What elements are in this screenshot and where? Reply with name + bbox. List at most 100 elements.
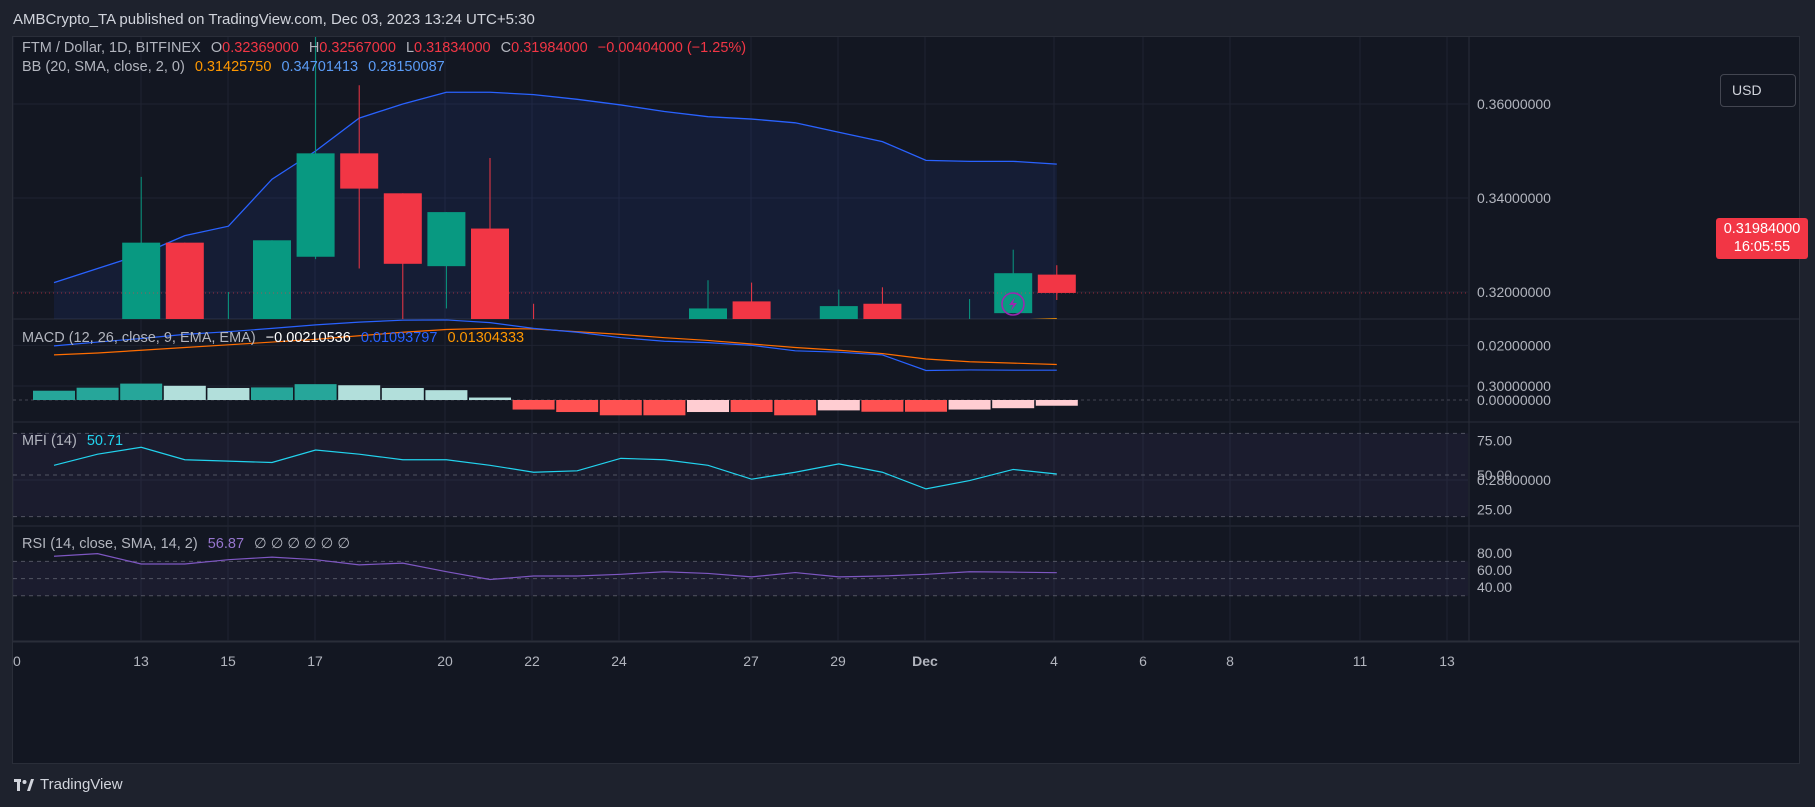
high-label: H xyxy=(308,40,320,56)
candle xyxy=(383,193,422,319)
rsi-legend[interactable]: RSI (14, close, SMA, 14, 2) 56.87 ∅ ∅ ∅ … xyxy=(22,536,356,552)
candle xyxy=(427,212,466,309)
candle xyxy=(227,292,229,319)
lightning-icon-bolt xyxy=(1009,297,1017,311)
candle xyxy=(79,334,117,433)
low-value: 0.31834000 xyxy=(414,40,491,56)
candle-body xyxy=(732,301,771,319)
macd-line xyxy=(53,319,1057,372)
symbol-name: FTM / Dollar, 1D, BITFINEX xyxy=(22,40,201,56)
macd-histogram-bar xyxy=(599,400,642,416)
candle xyxy=(689,280,727,319)
time-tick-label: 13 xyxy=(133,653,149,669)
currency-button[interactable]: USD xyxy=(1720,74,1796,107)
macd-histogram-bar xyxy=(76,387,119,400)
rsi-tick-label: 60.00 xyxy=(1477,562,1512,578)
price-pane-content xyxy=(53,37,1076,433)
macd-histogram-bar xyxy=(1035,400,1078,406)
macd-histogram-bar xyxy=(730,400,773,413)
time-tick-label: 8 xyxy=(1226,653,1234,669)
mfi-tick-label: 25.00 xyxy=(1477,502,1512,518)
bb-upper-value: 0.34701413 xyxy=(281,59,359,75)
macd-histogram-bar xyxy=(163,385,206,400)
candle xyxy=(253,240,291,319)
time-tick-label: 22 xyxy=(524,653,540,669)
candle-body xyxy=(165,242,204,319)
candle xyxy=(165,242,204,319)
time-tick-label: 13 xyxy=(1439,653,1455,669)
candle xyxy=(645,351,683,403)
price-tick-label: 0.28000000 xyxy=(1477,472,1551,488)
macd-histogram-bar xyxy=(556,400,599,413)
price-tick-label: 0.32000000 xyxy=(1477,284,1551,300)
rsi-tick-label: 80.00 xyxy=(1477,545,1512,561)
bb-label: BB (20, SMA, close, 2, 0) xyxy=(22,59,185,75)
bb-upper-line xyxy=(53,91,1057,284)
candle-body xyxy=(427,212,466,267)
candle-body xyxy=(122,242,161,319)
time-tick-label: 27 xyxy=(743,653,759,669)
candle-body xyxy=(863,303,902,319)
candle xyxy=(471,158,509,319)
macd-histogram-bar xyxy=(251,387,293,400)
time-tick-label: 4 xyxy=(1050,653,1058,669)
open-label: O xyxy=(210,40,223,56)
chart-canvas[interactable]: 0.36000000 0.34000000 0.32000000 0.30000000… xyxy=(13,37,1799,763)
tradingview-logo[interactable]: TradingView xyxy=(14,776,123,793)
macd-tick-label: 0.02000000 xyxy=(1477,337,1551,353)
bb-basis-value: 0.31425750 xyxy=(194,59,272,75)
candle-body xyxy=(1037,274,1076,293)
macd-histogram-bar xyxy=(643,400,686,416)
rsi-extra: ∅ ∅ ∅ ∅ ∅ ∅ xyxy=(254,536,350,552)
high-value: 0.32567000 xyxy=(319,40,396,56)
candle-body xyxy=(79,344,117,426)
candle-body xyxy=(253,240,291,319)
time-tick-label: 20 xyxy=(437,653,453,669)
candle-body xyxy=(907,370,945,386)
low-label: L xyxy=(405,40,415,56)
price-pane xyxy=(53,37,1076,433)
candle-body xyxy=(645,372,683,403)
time-tick-label: 11 xyxy=(1353,653,1368,669)
macd-histogram-bar xyxy=(381,387,424,400)
rsi-label: RSI (14, close, SMA, 14, 2) xyxy=(22,536,198,552)
candle-body xyxy=(471,228,509,319)
mfi-tick-label: 75.00 xyxy=(1477,432,1512,448)
macd-histogram-bar xyxy=(817,400,860,411)
candle-body xyxy=(951,320,989,386)
candle-body xyxy=(689,308,727,319)
time-tick-label: 6 xyxy=(1139,653,1147,669)
macd-histogram-bar xyxy=(774,400,817,416)
macd-signal-value: 0.01304333 xyxy=(447,330,525,346)
candle xyxy=(819,289,858,319)
candle xyxy=(732,282,771,319)
change-value: −0.00404000 (−1.25%) xyxy=(597,40,747,56)
time-tick-label: 17 xyxy=(307,653,323,669)
macd-tick-label: 0.00000000 xyxy=(1477,392,1551,408)
macd-histogram-bar xyxy=(469,397,511,400)
macd-histogram-bar xyxy=(33,390,75,400)
chart-area[interactable]: 0.36000000 0.34000000 0.32000000 0.30000000… xyxy=(12,36,1808,764)
candle-body xyxy=(602,391,640,398)
symbol-legend[interactable]: FTM / Dollar, 1D, BITFINEX O0.32369000 H… xyxy=(22,40,752,56)
macd-histogram-bar xyxy=(861,400,904,412)
footer: TradingView xyxy=(0,765,1815,807)
close-value: 0.31984000 xyxy=(511,40,588,56)
macd-histogram-bar xyxy=(687,400,729,413)
time-tick-label: Dec xyxy=(912,653,938,669)
time-tick-label: 0 xyxy=(13,653,21,669)
mfi-label: MFI (14) xyxy=(22,433,77,449)
macd-histogram-bar xyxy=(905,400,947,412)
macd-legend[interactable]: MACD (12, 26, close, 9, EMA, EMA) −0.002… xyxy=(22,330,530,346)
time-tick-label: 24 xyxy=(611,653,627,669)
macd-histogram-bar xyxy=(992,400,1035,409)
candle xyxy=(863,287,902,319)
bb-legend[interactable]: BB (20, SMA, close, 2, 0) 0.31425750 0.3… xyxy=(22,59,451,75)
macd-hist-value: −0.00210536 xyxy=(265,330,351,346)
candle xyxy=(951,299,989,386)
mfi-legend[interactable]: MFI (14) 50.71 xyxy=(22,433,129,449)
last-price-tag: 0.31984000 16:05:55 xyxy=(1716,218,1808,259)
candle xyxy=(122,176,161,319)
macd-histogram-bar xyxy=(294,384,337,400)
last-price-value: 0.31984000 xyxy=(1723,221,1801,237)
